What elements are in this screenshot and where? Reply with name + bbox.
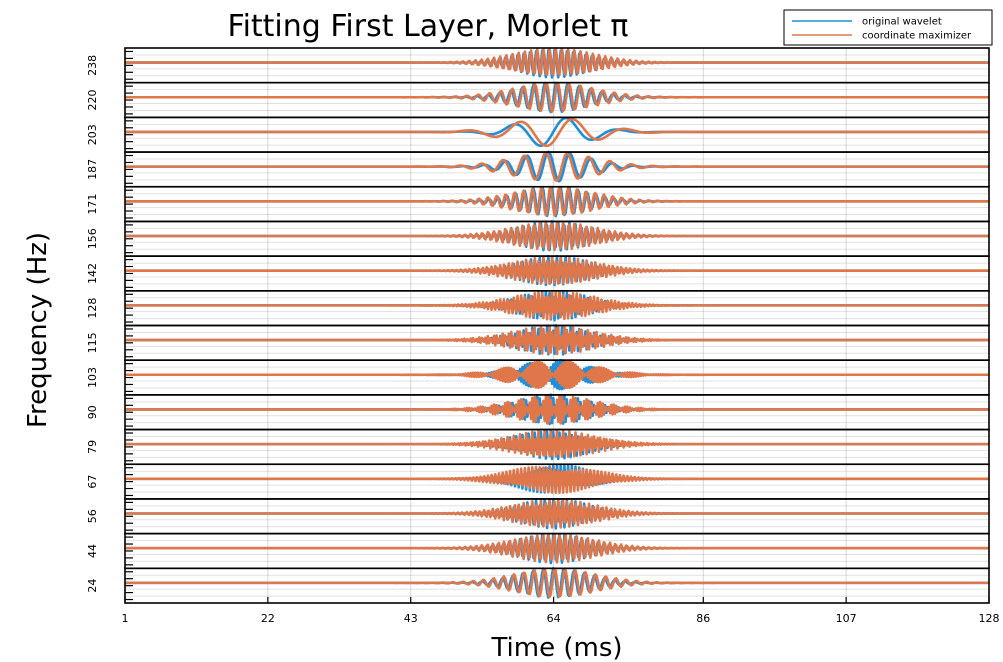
row-frequency-label: 238 bbox=[86, 55, 99, 76]
coordinate-maximizer-line bbox=[124, 533, 990, 564]
row-frequency-label: 171 bbox=[86, 194, 99, 215]
row-frequency-label: 156 bbox=[86, 228, 99, 249]
coordinate-maximizer-line bbox=[124, 324, 990, 356]
coordinate-maximizer-line bbox=[124, 186, 990, 217]
row-frequency-label: 203 bbox=[86, 124, 99, 145]
legend: original wavelet coordinate maximizer bbox=[783, 9, 993, 46]
x-tick-label: 128 bbox=[979, 612, 1000, 625]
x-tick-label: 86 bbox=[696, 612, 710, 625]
coordinate-maximizer-line bbox=[124, 428, 990, 459]
x-tick-label: 22 bbox=[261, 612, 275, 625]
coordinate-maximizer-line bbox=[124, 47, 990, 76]
coordinate-maximizer-line bbox=[124, 394, 990, 425]
row-frequency-label: 44 bbox=[86, 544, 99, 558]
coordinate-maximizer-line bbox=[124, 82, 990, 113]
x-tick-label: 107 bbox=[836, 612, 857, 625]
row-frequency-label: 103 bbox=[86, 367, 99, 388]
row-frequency-label: 115 bbox=[86, 332, 99, 353]
legend-label-original: original wavelet bbox=[862, 17, 942, 28]
row-frequency-label: 24 bbox=[86, 579, 99, 593]
tick-layer: 238 220 203 187 171 156 142 128 115 103 90 79 67 56 44… bbox=[86, 50, 1000, 625]
coordinate-maximizer-line bbox=[124, 360, 990, 390]
coordinate-maximizer-line bbox=[124, 498, 990, 529]
chart-title: Fitting First Layer, Morlet π bbox=[228, 9, 629, 44]
coordinate-maximizer-line bbox=[124, 255, 990, 286]
legend-label-maximizer: coordinate maximizer bbox=[862, 31, 972, 42]
x-tick-label: 64 bbox=[547, 612, 561, 625]
coordinate-maximizer-line bbox=[124, 567, 990, 599]
row-frequency-label: 90 bbox=[86, 405, 99, 419]
row-frequency-label: 56 bbox=[86, 509, 99, 523]
row-frequency-label: 67 bbox=[86, 475, 99, 489]
legend-box bbox=[783, 9, 993, 46]
row-frequency-label: 128 bbox=[86, 298, 99, 319]
coordinate-maximizer-line bbox=[124, 221, 990, 252]
row-frequency-label: 187 bbox=[86, 159, 99, 180]
coordinate-maximizer-line bbox=[124, 117, 990, 148]
row-frequency-label: 79 bbox=[86, 440, 99, 454]
row-frequency-label: 142 bbox=[86, 263, 99, 284]
x-tick-label: 1 bbox=[122, 612, 129, 625]
x-tick-label: 43 bbox=[404, 612, 418, 625]
coordinate-maximizer-line bbox=[124, 151, 990, 182]
x-axis-label: Time (ms) bbox=[490, 633, 622, 662]
y-axis-label: Frequency (Hz) bbox=[23, 232, 53, 428]
coordinate-maximizer-line bbox=[124, 465, 990, 495]
row-frequency-label: 220 bbox=[86, 90, 99, 111]
coordinate-maximizer-line bbox=[124, 289, 990, 321]
